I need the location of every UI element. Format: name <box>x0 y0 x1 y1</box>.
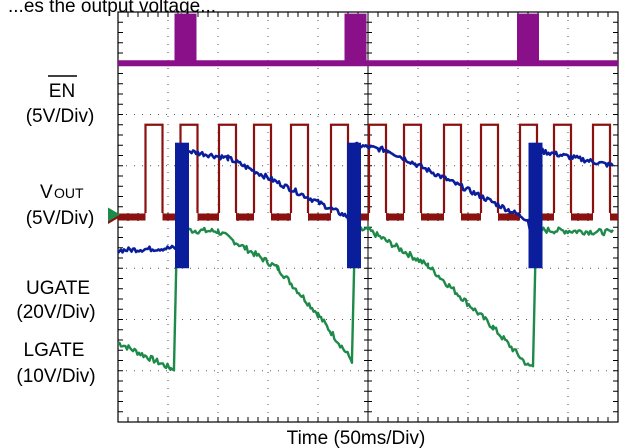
trace-ugate-burst <box>528 142 543 269</box>
trace-ugate-burst <box>175 142 189 269</box>
trace-lgate-pulse <box>518 14 538 64</box>
label-vout: V OUT (5V/Div) <box>26 182 95 229</box>
marker-vout-pre <box>108 207 120 222</box>
label-lgate-name: LGATE <box>24 340 85 361</box>
traces <box>117 13 618 372</box>
label-en-name: EN <box>49 81 75 102</box>
trace-en <box>118 123 618 219</box>
label-vout-sub: OUT <box>54 185 84 201</box>
label-en-scale: (5V/Div) <box>26 106 95 127</box>
trace-lgate-pulse <box>175 14 196 64</box>
label-en: EN (5V/Div) <box>26 75 95 127</box>
trace-lgate-pulse <box>345 14 366 64</box>
channel-markers <box>108 207 120 224</box>
trace-vout <box>117 225 614 372</box>
label-ugate-scale: (20V/Div) <box>16 302 95 323</box>
header-fragment: ...es the output voltage... <box>8 0 216 17</box>
x-axis-label: Time (50ms/Div) <box>287 428 426 448</box>
label-lgate: LGATE (10V/Div) <box>16 340 95 387</box>
label-vout-main: V <box>40 182 53 203</box>
label-lgate-scale: (10V/Div) <box>16 366 95 387</box>
trace-ugate-burst <box>347 142 361 269</box>
label-ugate: UGATE (20V/Div) <box>16 278 95 323</box>
label-vout-scale: (5V/Div) <box>26 208 95 229</box>
label-ugate-name: UGATE <box>26 278 90 299</box>
